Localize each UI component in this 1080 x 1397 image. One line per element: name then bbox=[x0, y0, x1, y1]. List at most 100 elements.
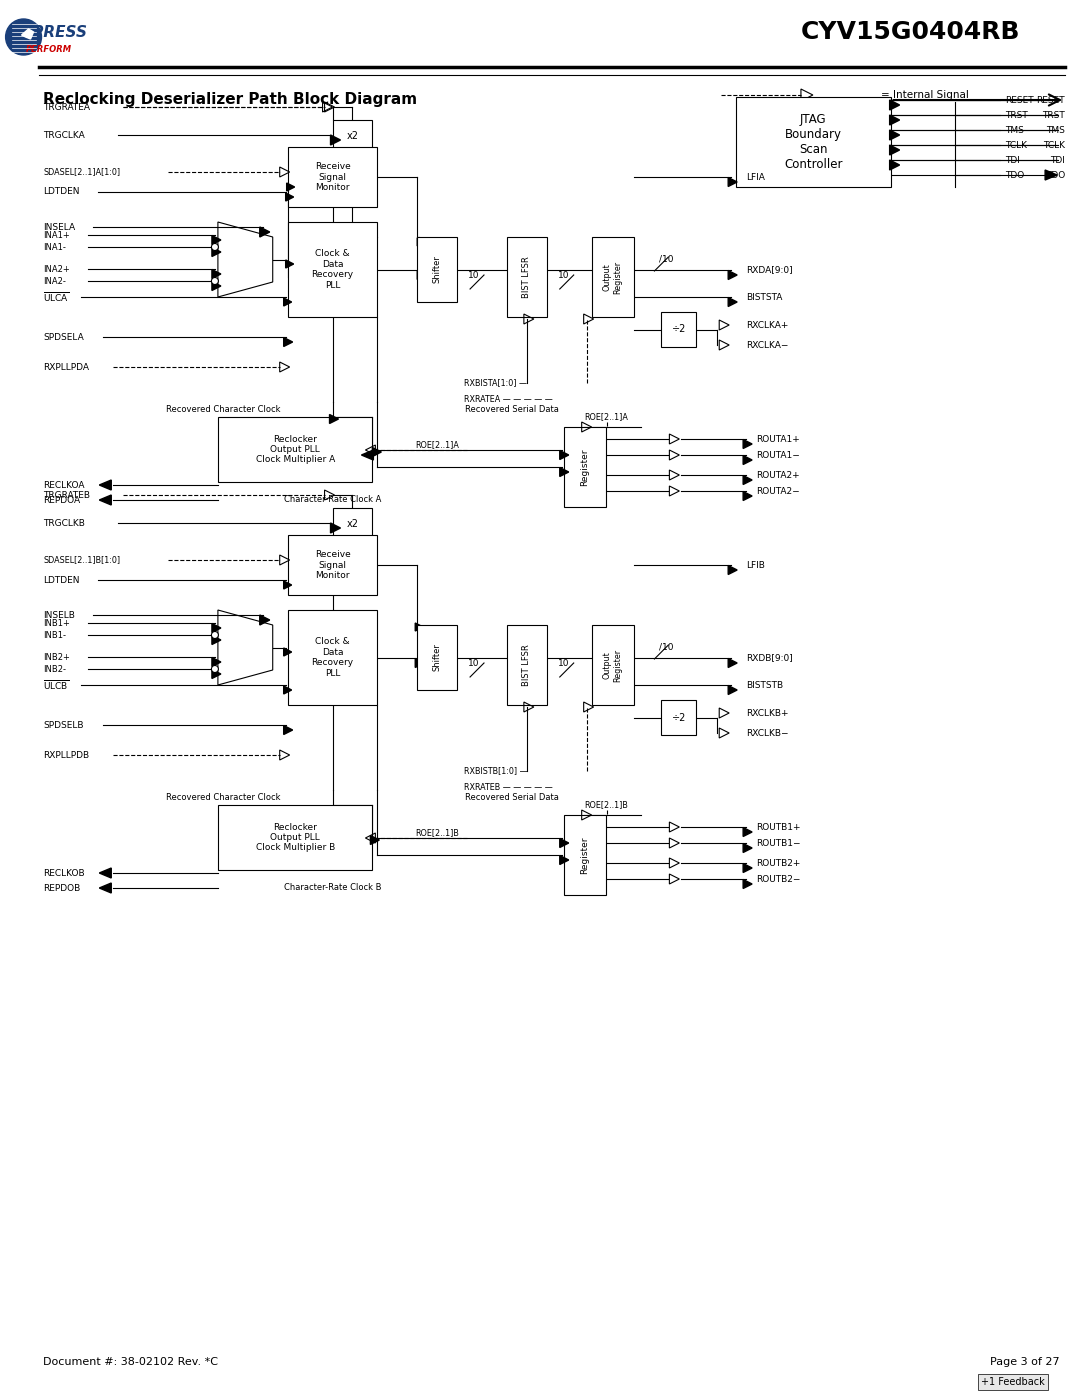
Text: ROUTA2+: ROUTA2+ bbox=[756, 471, 799, 479]
Text: Recovered Serial Data: Recovered Serial Data bbox=[465, 405, 558, 414]
Text: TDI: TDI bbox=[1005, 155, 1021, 165]
Text: SPDSELA: SPDSELA bbox=[43, 332, 84, 341]
Polygon shape bbox=[743, 880, 752, 888]
Polygon shape bbox=[99, 481, 111, 490]
Polygon shape bbox=[286, 183, 295, 191]
Text: INB1-: INB1- bbox=[43, 630, 67, 640]
Polygon shape bbox=[286, 193, 294, 201]
Polygon shape bbox=[890, 145, 900, 155]
Text: SDASEL[2..1]A[1:0]: SDASEL[2..1]A[1:0] bbox=[43, 168, 121, 176]
Text: RXBISTA[1:0] —: RXBISTA[1:0] — bbox=[464, 379, 527, 387]
Text: LDTDEN: LDTDEN bbox=[43, 187, 80, 197]
FancyBboxPatch shape bbox=[287, 222, 377, 317]
Text: ROUTB1−: ROUTB1− bbox=[756, 838, 800, 848]
Text: TRST: TRST bbox=[1005, 110, 1028, 120]
Text: 10: 10 bbox=[469, 658, 480, 668]
Circle shape bbox=[212, 278, 218, 285]
Polygon shape bbox=[559, 468, 569, 476]
Polygon shape bbox=[373, 447, 381, 457]
Text: Document #: 38-02102 Rev. *C: Document #: 38-02102 Rev. *C bbox=[43, 1356, 218, 1368]
Circle shape bbox=[212, 243, 218, 250]
Circle shape bbox=[212, 631, 218, 638]
Text: Clock &
Data
Recovery
PLL: Clock & Data Recovery PLL bbox=[311, 250, 353, 289]
Circle shape bbox=[5, 20, 41, 54]
Text: Clock &
Data
Recovery
PLL: Clock & Data Recovery PLL bbox=[311, 637, 353, 678]
Polygon shape bbox=[284, 298, 292, 306]
Text: x2: x2 bbox=[347, 520, 359, 529]
Polygon shape bbox=[559, 450, 569, 460]
Text: RESET: RESET bbox=[1037, 95, 1065, 105]
Polygon shape bbox=[212, 236, 221, 244]
FancyBboxPatch shape bbox=[333, 509, 373, 541]
Polygon shape bbox=[284, 648, 292, 657]
Text: BISTSTA: BISTSTA bbox=[746, 292, 783, 302]
Polygon shape bbox=[370, 835, 379, 845]
Text: Output
Register: Output Register bbox=[603, 648, 622, 682]
Text: RECLKOA: RECLKOA bbox=[43, 481, 85, 489]
Polygon shape bbox=[559, 855, 569, 865]
Text: Register: Register bbox=[580, 448, 590, 486]
Text: Receive
Signal
Monitor: Receive Signal Monitor bbox=[314, 162, 350, 191]
Polygon shape bbox=[284, 686, 292, 694]
Text: INA2-: INA2- bbox=[43, 277, 66, 285]
FancyBboxPatch shape bbox=[417, 624, 457, 690]
Polygon shape bbox=[743, 492, 752, 500]
FancyBboxPatch shape bbox=[287, 535, 377, 595]
FancyBboxPatch shape bbox=[287, 147, 377, 207]
Polygon shape bbox=[284, 581, 292, 590]
Text: TRGCLKA: TRGCLKA bbox=[43, 130, 85, 140]
Text: JTAG
Boundary
Scan
Controller: JTAG Boundary Scan Controller bbox=[784, 113, 842, 170]
Polygon shape bbox=[362, 450, 374, 460]
Polygon shape bbox=[559, 838, 569, 848]
Polygon shape bbox=[415, 623, 423, 631]
Polygon shape bbox=[890, 115, 900, 124]
Text: $\overline{\mathsf{ULCA}}$: $\overline{\mathsf{ULCA}}$ bbox=[43, 291, 69, 305]
Text: ÷2: ÷2 bbox=[672, 324, 686, 334]
Polygon shape bbox=[417, 237, 426, 246]
Text: Recovered Character Clock: Recovered Character Clock bbox=[165, 405, 280, 414]
Polygon shape bbox=[329, 415, 338, 423]
Text: RXPLLPDA: RXPLLPDA bbox=[43, 362, 90, 372]
Polygon shape bbox=[212, 658, 221, 666]
Polygon shape bbox=[330, 136, 340, 145]
Polygon shape bbox=[728, 566, 738, 574]
Text: /10: /10 bbox=[659, 643, 674, 651]
Text: RXRATEB — — — — —: RXRATEB — — — — — bbox=[464, 782, 553, 792]
FancyBboxPatch shape bbox=[507, 237, 546, 317]
Text: BIST LFSR: BIST LFSR bbox=[523, 644, 531, 686]
Polygon shape bbox=[284, 338, 293, 346]
Text: 10: 10 bbox=[558, 658, 569, 668]
FancyBboxPatch shape bbox=[592, 237, 634, 317]
Text: ROE[2..1]B: ROE[2..1]B bbox=[415, 828, 459, 837]
Polygon shape bbox=[99, 868, 111, 877]
Text: INA2+: INA2+ bbox=[43, 264, 70, 274]
Polygon shape bbox=[890, 130, 900, 140]
Text: TDI: TDI bbox=[1050, 155, 1065, 165]
Text: TMS: TMS bbox=[1047, 126, 1065, 134]
Text: Receive
Signal
Monitor: Receive Signal Monitor bbox=[314, 550, 350, 580]
Polygon shape bbox=[415, 658, 424, 668]
FancyBboxPatch shape bbox=[737, 96, 891, 187]
Polygon shape bbox=[22, 29, 33, 39]
Text: Shifter: Shifter bbox=[433, 644, 442, 672]
Polygon shape bbox=[99, 495, 111, 504]
Text: TMS: TMS bbox=[1005, 126, 1024, 134]
Text: RESET: RESET bbox=[1005, 95, 1034, 105]
FancyBboxPatch shape bbox=[507, 624, 546, 705]
Text: RXRATEA — — — — —: RXRATEA — — — — — bbox=[464, 394, 553, 404]
Text: INA1-: INA1- bbox=[43, 243, 66, 251]
FancyBboxPatch shape bbox=[661, 700, 697, 735]
FancyBboxPatch shape bbox=[564, 427, 606, 507]
Text: /10: /10 bbox=[659, 254, 674, 264]
Polygon shape bbox=[417, 271, 427, 279]
Text: ROUTA1+: ROUTA1+ bbox=[756, 434, 800, 443]
Text: INB2-: INB2- bbox=[43, 665, 67, 673]
Text: INA1+: INA1+ bbox=[43, 231, 70, 239]
Text: LFIB: LFIB bbox=[746, 560, 765, 570]
Polygon shape bbox=[212, 669, 221, 679]
Text: RECLKOB: RECLKOB bbox=[43, 869, 85, 877]
Text: RXCLKA−: RXCLKA− bbox=[746, 341, 788, 349]
Polygon shape bbox=[728, 271, 738, 279]
Polygon shape bbox=[743, 475, 752, 485]
FancyBboxPatch shape bbox=[287, 610, 377, 705]
